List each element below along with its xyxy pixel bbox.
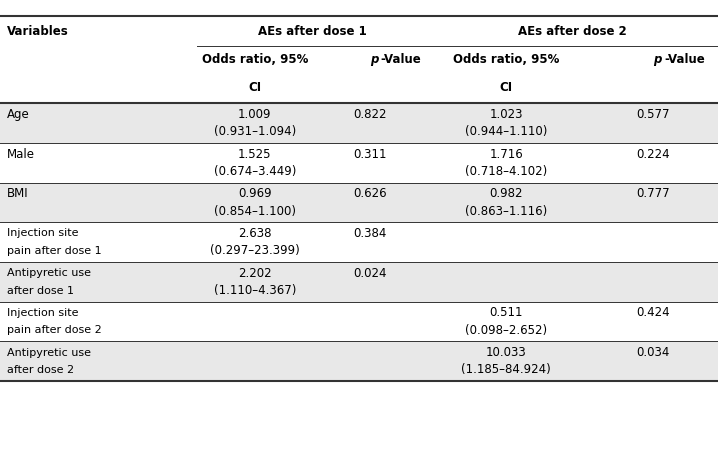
Bar (0, 341, 718, 381)
Text: Male: Male (7, 147, 35, 161)
Text: 0.224: 0.224 (637, 147, 670, 161)
Text: 0.822: 0.822 (353, 108, 386, 121)
Text: 0.511: 0.511 (490, 306, 523, 319)
Text: 1.525: 1.525 (238, 147, 271, 161)
Text: (0.674–3.449): (0.674–3.449) (214, 165, 296, 178)
Text: 1.716: 1.716 (489, 147, 523, 161)
Text: Injection site: Injection site (7, 308, 79, 318)
Text: 0.577: 0.577 (637, 108, 670, 121)
Text: (0.718–4.102): (0.718–4.102) (465, 165, 547, 178)
Text: (1.185–84.924): (1.185–84.924) (461, 364, 551, 377)
Text: Odds ratio, 95%: Odds ratio, 95% (453, 53, 559, 66)
Text: 0.024: 0.024 (353, 267, 386, 280)
Text: -Value: -Value (381, 53, 421, 66)
Text: 2.202: 2.202 (238, 267, 271, 280)
Text: p: p (370, 53, 378, 66)
Text: AEs after dose 1: AEs after dose 1 (258, 25, 367, 37)
Text: 0.424: 0.424 (637, 306, 670, 319)
Text: BMI: BMI (7, 187, 29, 200)
Text: Variables: Variables (7, 25, 69, 37)
Text: Antipyretic use: Antipyretic use (7, 268, 91, 278)
Text: (0.931–1.094): (0.931–1.094) (214, 125, 296, 138)
Text: AEs after dose 2: AEs after dose 2 (518, 25, 627, 37)
Text: p: p (653, 53, 662, 66)
Text: 2.638: 2.638 (238, 227, 271, 240)
Text: 0.969: 0.969 (238, 187, 271, 200)
Text: Antipyretic use: Antipyretic use (7, 348, 91, 358)
Text: -Value: -Value (664, 53, 705, 66)
Text: (0.297–23.399): (0.297–23.399) (210, 244, 300, 258)
Text: 0.626: 0.626 (353, 187, 386, 200)
Text: 0.034: 0.034 (637, 346, 670, 359)
Text: pain after dose 1: pain after dose 1 (7, 246, 102, 256)
Text: 1.023: 1.023 (490, 108, 523, 121)
Text: 0.777: 0.777 (637, 187, 670, 200)
Text: 1.009: 1.009 (238, 108, 271, 121)
Text: pain after dose 2: pain after dose 2 (7, 325, 102, 335)
Text: 0.982: 0.982 (490, 187, 523, 200)
Bar (0, 103, 718, 143)
Bar (0, 183, 718, 222)
Text: (0.098–2.652): (0.098–2.652) (465, 324, 547, 337)
Bar (0, 262, 718, 302)
Text: CI: CI (500, 82, 513, 94)
Text: Injection site: Injection site (7, 229, 79, 239)
Text: Age: Age (7, 108, 30, 121)
Text: (0.854–1.100): (0.854–1.100) (214, 205, 296, 218)
Text: 10.033: 10.033 (486, 346, 526, 359)
Text: CI: CI (248, 82, 261, 94)
Text: after dose 2: after dose 2 (7, 365, 74, 375)
Text: 0.311: 0.311 (353, 147, 386, 161)
Text: 0.384: 0.384 (353, 227, 386, 240)
Text: (1.110–4.367): (1.110–4.367) (214, 284, 296, 297)
Text: (0.944–1.110): (0.944–1.110) (465, 125, 547, 138)
Text: Odds ratio, 95%: Odds ratio, 95% (202, 53, 308, 66)
Text: (0.863–1.116): (0.863–1.116) (465, 205, 547, 218)
Text: after dose 1: after dose 1 (7, 285, 74, 295)
